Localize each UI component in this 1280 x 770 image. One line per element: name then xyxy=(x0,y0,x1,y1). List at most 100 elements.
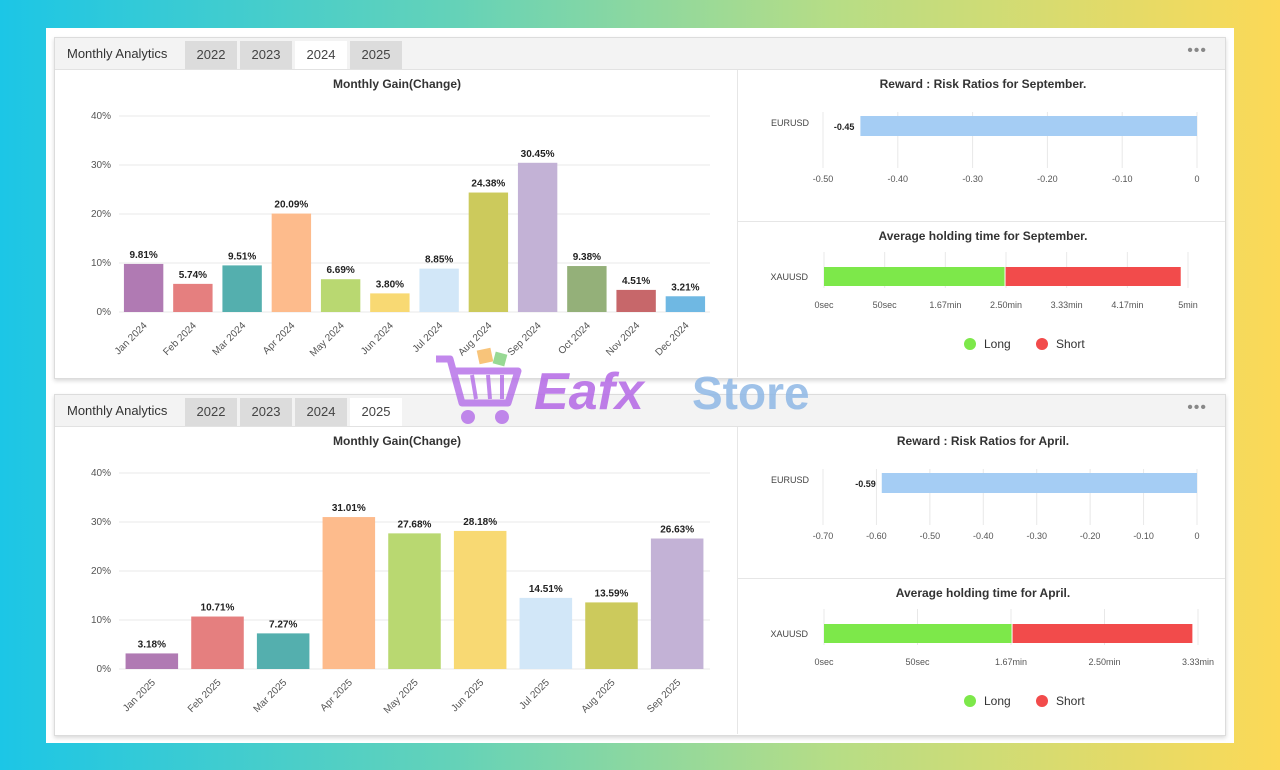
x-tick-label: Jan 2024 xyxy=(113,320,150,357)
chart-divider xyxy=(737,70,738,377)
long-dot-icon xyxy=(964,695,976,707)
bar-value-label: 7.27% xyxy=(269,619,297,630)
x-tick-label: -0.10 xyxy=(1112,174,1133,184)
rr-bar[interactable] xyxy=(860,116,1197,136)
bar[interactable] xyxy=(370,293,410,312)
holding-time-legend: Long Short xyxy=(964,694,1164,708)
x-tick-label: -0.40 xyxy=(888,174,909,184)
bar[interactable] xyxy=(256,633,310,669)
x-tick-label: -0.60 xyxy=(866,531,887,541)
legend-label-long: Long xyxy=(984,694,1011,708)
rr-category-label: EURUSD xyxy=(771,118,810,128)
x-tick-label: 0 xyxy=(1194,531,1199,541)
long-bar[interactable] xyxy=(824,624,1012,643)
x-tick-label: -0.50 xyxy=(920,531,941,541)
x-tick-label: Jun 2025 xyxy=(449,677,486,714)
bar[interactable] xyxy=(468,192,509,312)
bar[interactable] xyxy=(419,268,459,312)
x-tick-label: 50sec xyxy=(873,300,898,310)
tab-2024[interactable]: 2024 xyxy=(295,398,347,426)
rr-bar[interactable] xyxy=(881,473,1197,493)
x-tick-label: 3.33min xyxy=(1051,300,1083,310)
x-tick-label: Jul 2024 xyxy=(411,320,446,355)
x-tick-label: Mar 2024 xyxy=(211,320,249,358)
bar[interactable] xyxy=(650,538,704,669)
bar-value-label: 24.38% xyxy=(471,179,505,190)
tab-2025[interactable]: 2025 xyxy=(350,398,402,426)
x-tick-label: Apr 2024 xyxy=(261,320,298,357)
short-bar[interactable] xyxy=(1005,267,1181,286)
bar-value-label: 3.21% xyxy=(671,282,699,293)
bar-value-label: 13.59% xyxy=(595,588,629,599)
more-options-icon[interactable]: ••• xyxy=(1187,42,1207,59)
legend-label-short: Short xyxy=(1056,337,1085,351)
x-tick-label: 0sec xyxy=(814,657,834,667)
tab-2025[interactable]: 2025 xyxy=(350,41,402,69)
x-tick-label: May 2024 xyxy=(308,320,347,359)
x-tick-label: Apr 2025 xyxy=(318,677,355,714)
long-dot-icon xyxy=(964,338,976,350)
bar[interactable] xyxy=(388,533,441,669)
bar-value-label: 9.51% xyxy=(228,251,256,262)
y-tick-label: 0% xyxy=(97,664,112,675)
bar[interactable] xyxy=(567,266,607,312)
short-bar[interactable] xyxy=(1012,624,1193,643)
y-tick-label: 20% xyxy=(91,209,111,220)
x-tick-label: 3.33min xyxy=(1182,657,1214,667)
tab-2022[interactable]: 2022 xyxy=(185,41,237,69)
x-tick-label: -0.50 xyxy=(813,174,834,184)
short-dot-icon xyxy=(1036,695,1048,707)
x-tick-label: Nov 2024 xyxy=(604,320,642,358)
bar[interactable] xyxy=(585,602,638,669)
bar[interactable] xyxy=(123,263,164,312)
x-tick-label: 50sec xyxy=(905,657,930,667)
monthly-analytics-panel-2025: Monthly Analytics 2022 2023 2024 2025 ••… xyxy=(54,394,1226,736)
x-tick-label: -0.20 xyxy=(1080,531,1101,541)
bar-value-label: 6.69% xyxy=(326,265,354,276)
bar[interactable] xyxy=(322,517,376,669)
bar-value-label: 31.01% xyxy=(332,503,366,514)
bar[interactable] xyxy=(222,265,262,312)
bar-value-label: 3.80% xyxy=(376,279,404,290)
bar[interactable] xyxy=(271,213,312,312)
rr-value-label: -0.59 xyxy=(855,479,876,489)
x-tick-label: Sep 2025 xyxy=(645,677,683,715)
bar[interactable] xyxy=(191,616,244,669)
x-tick-label: 2.50min xyxy=(990,300,1022,310)
x-tick-label: 4.17min xyxy=(1111,300,1143,310)
bar[interactable] xyxy=(453,530,507,669)
bar-value-label: 28.18% xyxy=(463,517,497,528)
more-options-icon[interactable]: ••• xyxy=(1187,399,1207,416)
bar[interactable] xyxy=(517,162,558,312)
tab-2022[interactable]: 2022 xyxy=(185,398,237,426)
tab-2023[interactable]: 2023 xyxy=(240,398,292,426)
tab-2024[interactable]: 2024 xyxy=(295,41,347,69)
short-dot-icon xyxy=(1036,338,1048,350)
bar[interactable] xyxy=(125,653,179,669)
bar[interactable] xyxy=(519,597,573,669)
x-tick-label: Jun 2024 xyxy=(359,320,396,357)
gain-chart-title: Monthly Gain(Change) xyxy=(333,77,461,91)
y-tick-label: 0% xyxy=(97,307,112,318)
bar-value-label: 9.81% xyxy=(129,250,157,261)
x-tick-label: May 2025 xyxy=(382,677,421,716)
hold-chart-title: Average holding time for April. xyxy=(896,586,1070,600)
bar[interactable] xyxy=(665,296,706,312)
bar-value-label: 14.51% xyxy=(529,584,563,595)
x-tick-label: Aug 2024 xyxy=(456,320,494,358)
x-tick-label: -0.20 xyxy=(1037,174,1058,184)
reward-risk-chart: Reward : Risk Ratios for September. -0.5… xyxy=(771,77,1200,184)
bar[interactable] xyxy=(173,283,213,312)
x-tick-label: 0sec xyxy=(814,300,834,310)
x-tick-label: 1.67min xyxy=(995,657,1027,667)
x-tick-label: Oct 2024 xyxy=(557,320,594,357)
bar-value-label: 4.51% xyxy=(622,276,650,287)
y-tick-label: 20% xyxy=(91,566,111,577)
tab-2023[interactable]: 2023 xyxy=(240,41,292,69)
bar-value-label: 27.68% xyxy=(398,519,432,530)
bar-value-label: 10.71% xyxy=(201,603,235,614)
monthly-analytics-panel-2024: Monthly Analytics 2022 2023 2024 2025 ••… xyxy=(54,37,1226,379)
bar[interactable] xyxy=(616,289,656,312)
bar[interactable] xyxy=(320,279,361,312)
long-bar[interactable] xyxy=(824,267,1005,286)
